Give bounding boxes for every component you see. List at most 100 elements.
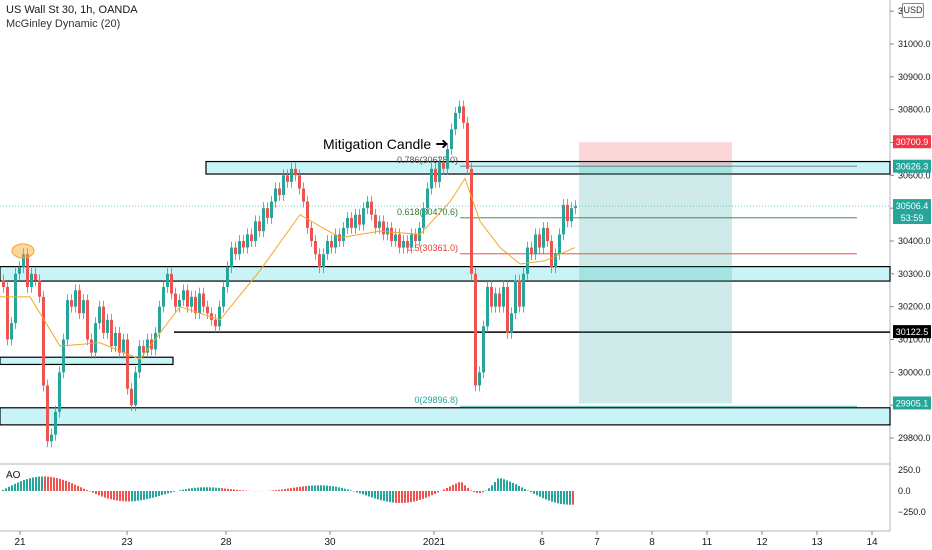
ao-bar — [356, 491, 358, 493]
candle-body — [178, 300, 181, 307]
candle-body — [346, 218, 349, 228]
ao-bar — [446, 487, 448, 491]
candle-body — [182, 290, 185, 301]
candle-body — [222, 286, 225, 307]
candle-body — [526, 247, 529, 274]
candle-body — [78, 290, 81, 314]
candle-body — [422, 208, 425, 228]
candle-body — [282, 175, 285, 196]
ao-bar — [173, 491, 175, 492]
candle-body — [402, 241, 405, 248]
take-profit-zone — [579, 166, 732, 404]
ao-bar — [74, 484, 76, 491]
ao-bar — [281, 489, 283, 491]
candle-body — [170, 273, 173, 294]
ao-bar — [389, 491, 391, 503]
candle-body — [122, 339, 125, 353]
candle-body — [206, 306, 209, 314]
candle-body — [450, 129, 453, 150]
candle-body — [162, 286, 165, 307]
ao-bar — [233, 489, 235, 491]
candle-body — [82, 300, 85, 314]
ao-bar — [194, 487, 196, 491]
ao-bar — [431, 491, 433, 496]
ao-bar — [488, 488, 490, 491]
candle-body — [442, 162, 445, 169]
ao-bar — [464, 485, 466, 491]
candle-body — [574, 206, 577, 209]
price-label: 30122.5 — [896, 327, 929, 337]
ao-bar — [212, 487, 214, 491]
ao-bar — [395, 491, 397, 503]
candle-body — [290, 168, 293, 182]
ao-bar — [23, 480, 25, 491]
price-tick-label: 3 — [898, 6, 903, 16]
currency-button[interactable]: USD — [902, 3, 924, 18]
ao-bar — [125, 491, 127, 502]
candle-body — [494, 293, 497, 307]
ao-bar — [32, 477, 34, 491]
ao-bar — [503, 479, 505, 491]
ao-bar — [461, 482, 463, 491]
ao-bar — [452, 484, 454, 491]
candle-body — [202, 293, 205, 307]
candle-body — [482, 326, 485, 373]
candle-body — [34, 273, 37, 281]
candle-body — [278, 188, 281, 196]
candle-body — [522, 273, 525, 307]
ao-bar — [329, 485, 331, 491]
ao-bar — [149, 491, 151, 499]
ao-bar — [287, 488, 289, 491]
ao-bar — [482, 491, 484, 493]
candle-body — [570, 208, 573, 222]
candle-body — [390, 227, 393, 241]
candle-body — [54, 411, 57, 435]
ao-bar — [392, 491, 394, 503]
ao-tick-label: −250.0 — [898, 507, 926, 517]
support-resistance-zone — [205, 160, 891, 175]
ao-bar — [29, 478, 31, 491]
ao-bar — [302, 486, 304, 491]
ao-bar — [380, 491, 382, 501]
ao-bar — [83, 488, 85, 491]
ao-bar — [443, 489, 445, 491]
candle-body — [18, 267, 21, 274]
candle-body — [254, 221, 257, 241]
ao-bar — [182, 489, 184, 491]
ao-bar — [434, 491, 436, 494]
candle-body — [486, 286, 489, 327]
arrow-right-icon: ➜ — [435, 136, 449, 153]
price-label: 29905.1 — [896, 398, 929, 408]
price-tick-label: 30400.0 — [898, 236, 931, 246]
ao-bar — [62, 479, 64, 491]
candle-body — [46, 385, 49, 442]
candle-body — [70, 300, 73, 307]
ao-bar — [161, 491, 163, 496]
candle-body — [234, 247, 237, 255]
ao-bar — [386, 491, 388, 502]
candle-body — [262, 208, 265, 232]
candle-body — [566, 204, 569, 222]
ao-bar — [458, 482, 460, 491]
candle-body — [550, 241, 553, 268]
candle-body — [30, 273, 33, 287]
candle-body — [310, 227, 313, 241]
candle-body — [546, 227, 549, 241]
candle-body — [62, 339, 65, 373]
ao-bar — [308, 485, 310, 491]
candle-body — [238, 241, 241, 255]
candle-body — [258, 221, 261, 232]
time-tick-label: 13 — [811, 537, 823, 548]
candle-body — [462, 106, 465, 123]
candle-body — [110, 319, 113, 347]
ao-tick-label: 0.0 — [898, 486, 911, 496]
price-tick-label: 30300.0 — [898, 269, 931, 279]
time-tick-label: 14 — [866, 537, 878, 548]
ao-bar — [437, 491, 439, 493]
ao-label: AO — [6, 470, 21, 481]
ao-bar — [554, 491, 556, 503]
ao-bar — [92, 491, 94, 493]
ao-bar — [11, 485, 13, 491]
price-tick-label: 29800.0 — [898, 433, 931, 443]
